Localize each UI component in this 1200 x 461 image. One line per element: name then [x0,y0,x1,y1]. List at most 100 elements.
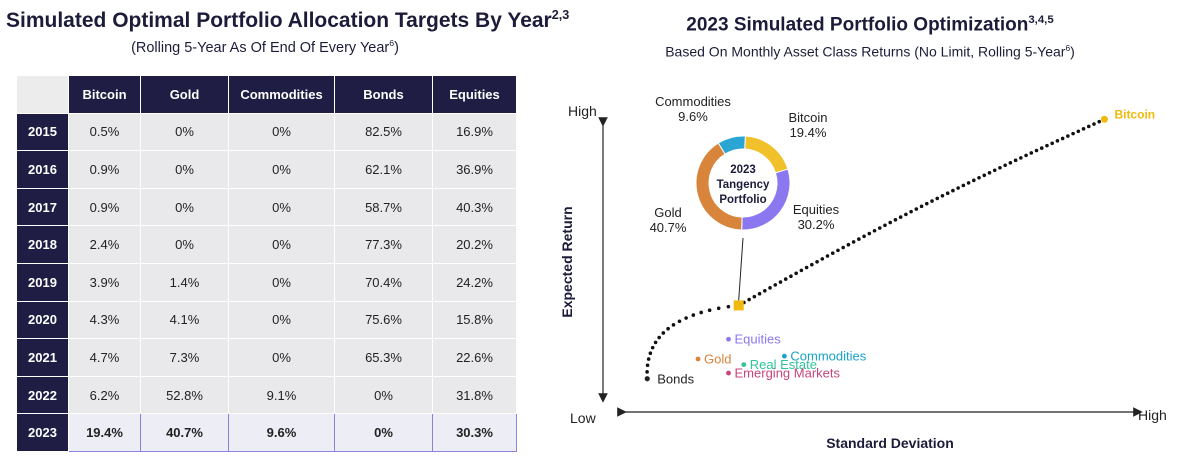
frontier-dot [671,323,676,327]
frontier-dot [1066,134,1070,138]
frontier-dot [998,165,1002,170]
frontier-dot [846,242,851,247]
asset-point [782,353,787,359]
frontier-dot [691,313,696,317]
table-cell: 3.9% [68,262,141,302]
frontier-dot [645,370,649,374]
table-cell: 0% [228,300,335,340]
table-cell: 0.9% [68,150,141,189]
frontier-dot [935,196,940,201]
table-cell: 52.8% [140,375,229,415]
frontier-dot [666,326,670,331]
frontier-dot [1034,148,1039,153]
asset-point [741,362,747,368]
frontier-dot [951,188,955,193]
frontier-dot [1076,129,1081,134]
table-row: 2016 0.9% 0% 0% 62.1% 36.9% [16,150,517,189]
table-row: 2019 3.9% 1.4% 0% 70.4% 24.2% [16,262,517,302]
allocation-panel: Simulated Optimal Portfolio Allocation T… [0,0,569,461]
frontier-dot [677,319,682,324]
table-row: 2023 19.4% 40.7% 9.6% 0% 30.3% [16,413,517,452]
frontier-dot [909,209,913,214]
frontier-dot [830,251,835,256]
table-row: 2021 4.7% 7.3% 0% 65.3% 22.6% [16,338,517,377]
donut-label-value: 30.2% [798,217,835,232]
table-cell: 0% [334,413,433,452]
asset-point [726,336,731,342]
table-cell: 0% [228,262,335,302]
donut-label-value: 40.7% [650,220,687,235]
frontier-dot [653,340,658,345]
table-cell: 58.7% [334,187,433,227]
frontier-dot [987,170,992,175]
frontier-dot [1029,151,1034,155]
frontier-dot [650,345,655,350]
table-cell: 6.2% [68,375,141,415]
frontier-dot [1039,146,1044,150]
frontier-dot [872,228,877,233]
frontier-dot [684,316,688,320]
header-bitcoin: Bitcoin [68,75,141,114]
tangency-connector [738,237,744,301]
donut-slice-commodities [717,135,746,155]
donut-title-line: Portfolio [719,194,766,206]
row-year: 2018 [16,225,69,264]
frontier-dot [893,217,898,222]
frontier-dot [804,265,809,270]
frontier-dot [810,262,814,267]
table-cell: 0% [228,150,335,189]
table-cell: 9.6% [228,413,335,452]
frontier-dot [657,335,661,340]
header-equities: Equities [432,75,517,114]
frontier-dot [841,245,845,250]
header-gold: Gold [140,75,229,114]
x-axis-label: Standard Deviation [826,435,954,451]
frontier-dot [1097,119,1102,124]
table-cell: 70.4% [334,262,433,302]
bitcoin-label: Bitcoin [1114,107,1155,121]
frontier-dot [961,183,966,188]
table-row: 2015 0.5% 0% 0% 82.5% 16.9% [16,112,517,152]
row-year: 2016 [16,150,69,189]
table-row: 2017 0.9% 0% 0% 58.7% 40.3% [16,187,517,227]
donut-title-line: Tangency [717,179,770,191]
bonds-point [644,376,650,382]
bitcoin-point [1100,115,1108,123]
frontier-dot [867,231,872,236]
table-cell: 4.1% [140,300,229,340]
y-tick-high: High [568,103,597,119]
frontier-dot [904,212,908,217]
frontier-dot [877,226,882,230]
row-year: 2021 [16,338,69,377]
frontier-dot [992,168,997,173]
table-cell: 31.8% [432,375,517,415]
asset-label: Equities [735,332,782,347]
header-bonds: Bonds [334,75,433,114]
frontier-dot [1003,163,1007,168]
frontier-dot [645,363,650,368]
asset-label: Commodities [790,349,866,364]
frontier-dot [726,304,731,309]
frontier-dot [857,237,861,241]
table-cell: 9.1% [228,375,335,415]
table-header-row: Bitcoin Gold Commodities Bonds Equities [16,75,517,114]
frontier-dot [924,201,929,206]
table-title: Simulated Optimal Portfolio Allocation T… [6,8,570,32]
table-cell: 22.6% [432,338,517,377]
frontier-dot [716,306,721,311]
table-cell: 0% [228,112,335,152]
table-row: 2022 6.2% 52.8% 9.1% 0% 31.8% [16,375,517,415]
table-cell: 0% [228,187,335,227]
table-cell: 0% [140,225,229,264]
x-tick-high: High [1138,407,1167,423]
table-cell: 7.3% [140,338,229,377]
table-cell: 40.3% [432,187,517,227]
asset-label: Emerging Markets [735,366,841,381]
frontier-dot [773,283,778,287]
allocation-table: Bitcoin Gold Commodities Bonds Equities … [16,75,517,452]
table-cell: 0% [334,375,433,415]
frontier-dot [1071,131,1075,136]
table-cell: 2.4% [68,225,141,264]
frontier-dot [972,178,976,183]
frontier-dot [815,259,819,264]
